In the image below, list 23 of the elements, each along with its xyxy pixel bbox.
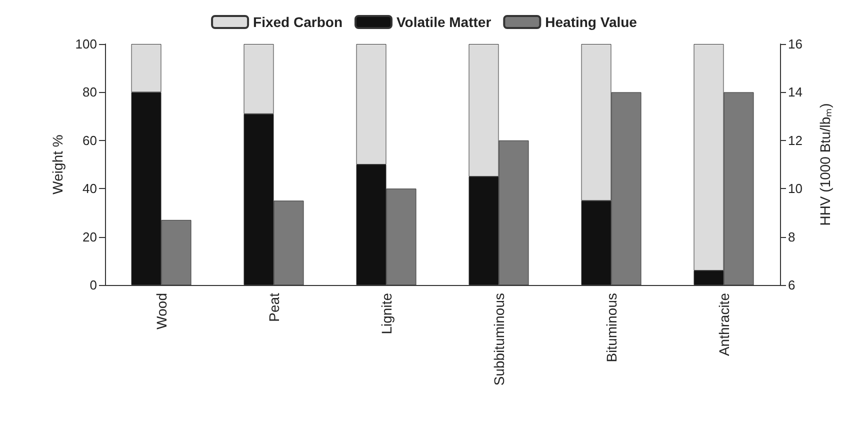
x-tick-label: Lignite xyxy=(378,292,394,334)
y2-tick-label: 14 xyxy=(788,84,802,100)
x-tick-label: Wood xyxy=(153,293,170,330)
y2-tick-label: 16 xyxy=(788,36,802,52)
y-axis-title: Weight % xyxy=(49,134,66,194)
legend-label: Volatile Matter xyxy=(396,14,492,30)
y-tick-label: 60 xyxy=(82,132,97,148)
y2-tick-label: 12 xyxy=(788,132,802,148)
x-tick-label: Anthracite xyxy=(716,292,732,356)
x-tick-label: Subbituminous xyxy=(490,293,507,386)
legend-label: Fixed Carbon xyxy=(253,14,343,30)
y2-tick-label: 10 xyxy=(788,181,802,196)
x-tick-label: Peat xyxy=(266,292,282,322)
legend-label: Heating Value xyxy=(545,14,638,30)
y2-tick-label: 8 xyxy=(788,229,796,244)
y-tick-label: 0 xyxy=(90,278,97,292)
y-tick-label: 20 xyxy=(82,229,97,244)
y2-tick-label: 6 xyxy=(788,278,796,292)
y-tick-label: 80 xyxy=(82,84,97,100)
x-tick-label: Bituminous xyxy=(603,293,620,362)
y-tick-label: 100 xyxy=(75,36,97,52)
y-tick-label: 40 xyxy=(82,181,97,196)
y2-axis-title: HHV (1000 Btu/lbₘ) xyxy=(817,103,833,226)
